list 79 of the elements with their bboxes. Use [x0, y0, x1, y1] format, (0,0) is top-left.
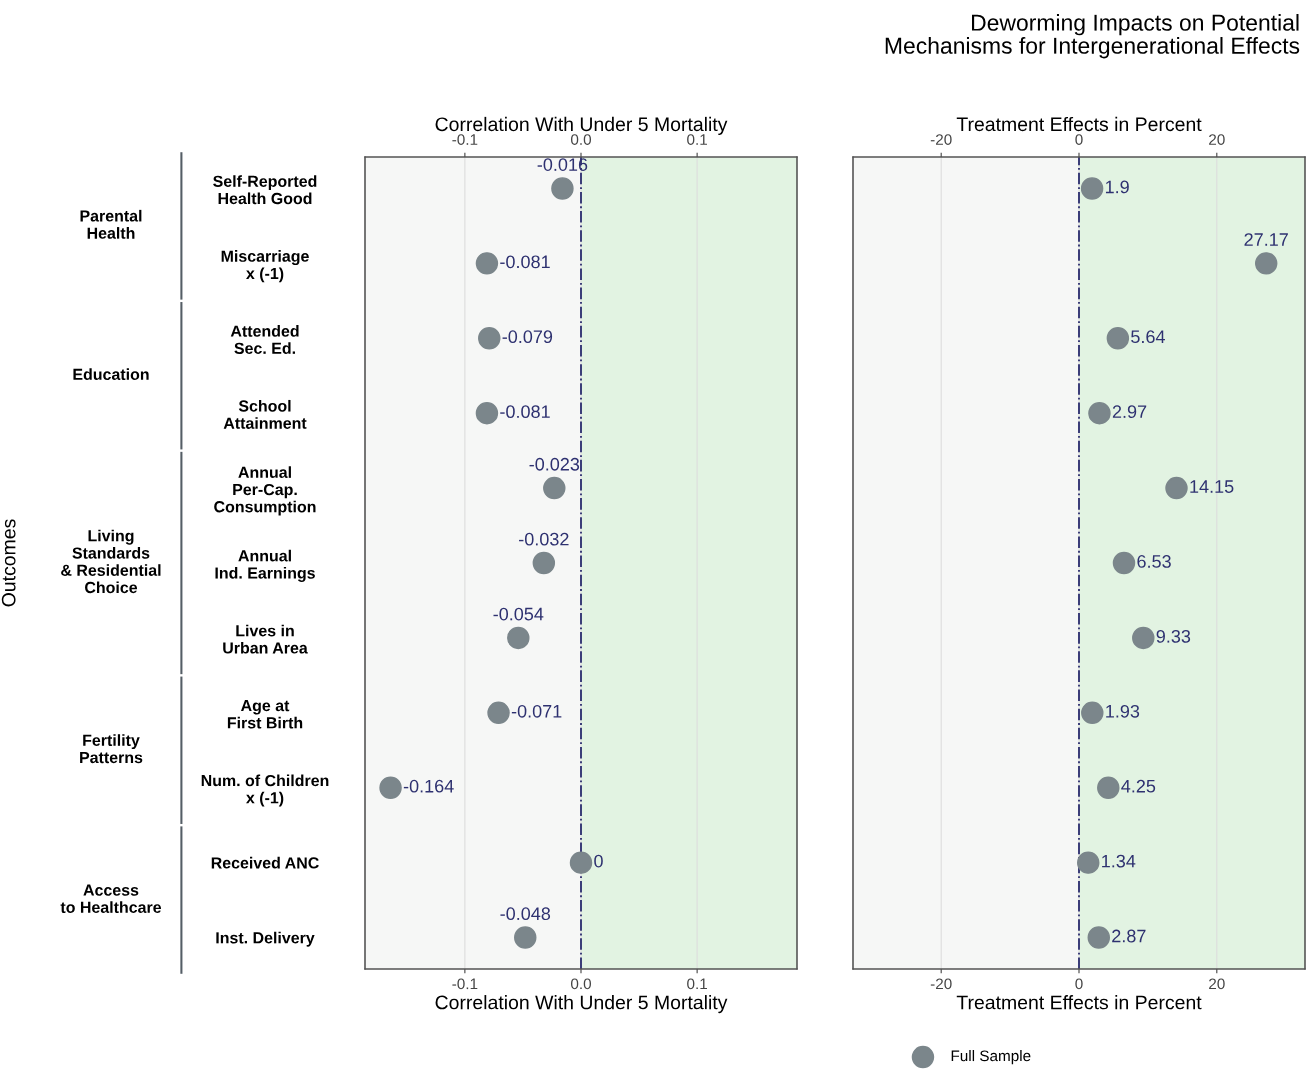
- data-label: 9.33: [1156, 629, 1191, 643]
- point: [551, 177, 574, 200]
- point: [1112, 551, 1136, 575]
- point: [379, 776, 402, 799]
- legend-label: Full Sample: [951, 1050, 1031, 1065]
- point: [487, 701, 510, 725]
- text: Access to Healthcare: [60, 884, 162, 913]
- y-tick-label: Inst. Delivery: [216, 931, 315, 947]
- y-tick-label: Attended Sec. Ed.: [230, 325, 299, 354]
- x2-tick-label: 0.0: [570, 134, 592, 145]
- y-tick-label: Self-Reported Health Good: [213, 175, 317, 205]
- point: [1088, 401, 1111, 425]
- data-label: -0.164: [403, 779, 454, 793]
- x-tick-label: 20: [1209, 978, 1225, 990]
- data-label: -0.054: [493, 607, 544, 621]
- data-label: 1.9: [1105, 180, 1129, 194]
- data-label: 14.15: [1190, 480, 1234, 493]
- point: [543, 476, 566, 500]
- point: [1097, 776, 1120, 799]
- data-label: 2.97: [1112, 405, 1147, 419]
- data-label: -0.023: [529, 457, 580, 471]
- point: [1106, 327, 1130, 350]
- y-tick-label: Received ANC: [211, 856, 319, 869]
- data-label: 1.93: [1106, 704, 1140, 718]
- x-tick-label: 0: [1075, 978, 1083, 990]
- text: Parental Health: [80, 209, 142, 239]
- data-label: 6.53: [1137, 555, 1171, 568]
- x2-axis-title: Correlation With Under 5 Mortality: [435, 995, 728, 1014]
- data-label: -0.081: [500, 255, 550, 269]
- data-label: -0.048: [500, 907, 551, 921]
- point: [478, 327, 501, 350]
- point: [1087, 926, 1111, 949]
- x2-tick-label: -0.1: [452, 134, 478, 145]
- point: [569, 851, 593, 874]
- point: [1254, 252, 1278, 275]
- data-label: -0.071: [511, 704, 562, 718]
- data-label: 2.87: [1112, 929, 1146, 943]
- text: Fertility Patterns: [80, 734, 143, 764]
- point: [1081, 701, 1104, 725]
- y-tick-label: Age at First Birth: [227, 700, 303, 729]
- point: [532, 551, 556, 575]
- y-tick-label: Annual Ind. Earnings: [215, 549, 315, 582]
- x2-tick-label: 0.1: [687, 134, 707, 145]
- y-axis-title: Outcomes: [1, 519, 16, 607]
- point: [1165, 476, 1188, 500]
- point: [514, 926, 537, 949]
- y-tick-label: Annual Per-Cap. Consumption: [214, 466, 316, 516]
- data-label: -0.079: [502, 330, 553, 344]
- y-tick-label: Miscarriage x (-1): [221, 250, 309, 283]
- data-label: 4.25: [1121, 779, 1156, 793]
- point: [1132, 626, 1155, 650]
- point: [1080, 177, 1104, 200]
- data-label: -0.032: [519, 532, 569, 546]
- x-tick-label: 0.1: [687, 978, 707, 990]
- data-label: -0.081: [500, 405, 550, 419]
- point: [475, 252, 499, 275]
- text: Living Standards & Residential Choice: [61, 529, 161, 594]
- data-label: 5.64: [1131, 330, 1165, 344]
- x2-axis-title: Treatment Effects in Percent: [956, 995, 1202, 1010]
- data-label: 1.34: [1102, 854, 1136, 868]
- point: [1077, 851, 1100, 874]
- y-tick-label: Num. of Children x (-1): [201, 774, 329, 807]
- x2-tick-label: -20: [930, 134, 952, 145]
- x-tick-label: -0.1: [452, 978, 478, 990]
- data-label: 0: [594, 854, 603, 868]
- chart-title: Deworming Impacts on Potential Mechanisms for Intergenerational Effects: [885, 14, 1300, 59]
- point: [507, 626, 530, 650]
- text: Education: [73, 368, 149, 381]
- x-tick-label: 0.0: [570, 978, 592, 990]
- y-tick-label: School Attainment: [223, 399, 307, 429]
- x-axis-title: Treatment Effects in Percent: [956, 116, 1202, 132]
- point: [475, 401, 499, 425]
- x2-tick-label: 0: [1075, 134, 1083, 145]
- data-label: -0.016: [537, 158, 588, 171]
- x2-tick-label: 20: [1209, 134, 1225, 145]
- x-axis-title: Correlation With Under 5 Mortality: [435, 116, 728, 135]
- x-tick-label: -20: [930, 978, 952, 990]
- y-tick-label: Lives in Urban Area: [223, 624, 308, 654]
- data-label: 27.17: [1244, 233, 1288, 246]
